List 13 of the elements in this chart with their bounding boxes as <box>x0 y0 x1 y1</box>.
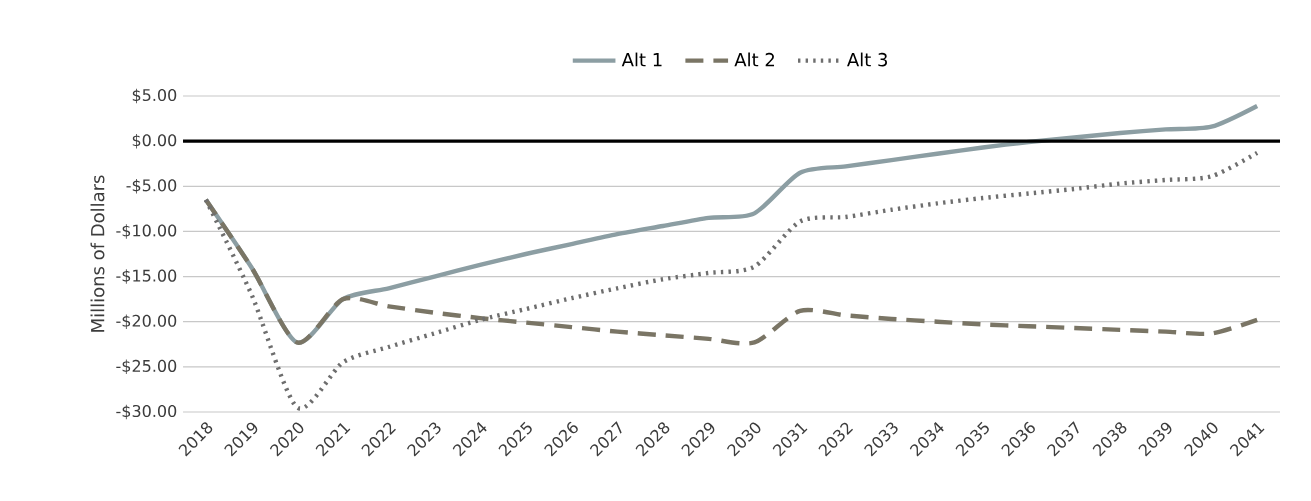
y-axis-title: Millions of Dollars <box>90 175 105 332</box>
legend-label: Alt 1 <box>621 52 662 67</box>
line-series <box>203 150 1260 410</box>
y-tick-label: $5.00 <box>132 88 177 104</box>
legend-label: Alt 3 <box>847 52 887 67</box>
y-tick-label: -$10.00 <box>116 224 177 239</box>
y-tick-label: -$25.00 <box>116 359 177 375</box>
legend-label: Alt 2 <box>734 52 775 67</box>
y-tick-label: -$20.00 <box>116 314 177 329</box>
y-tick-label: -$5.00 <box>126 179 177 194</box>
y-tick-label: $0.00 <box>132 133 177 149</box>
y-tick-label: -$30.00 <box>116 404 177 420</box>
y-tick-label: -$15.00 <box>116 269 177 284</box>
